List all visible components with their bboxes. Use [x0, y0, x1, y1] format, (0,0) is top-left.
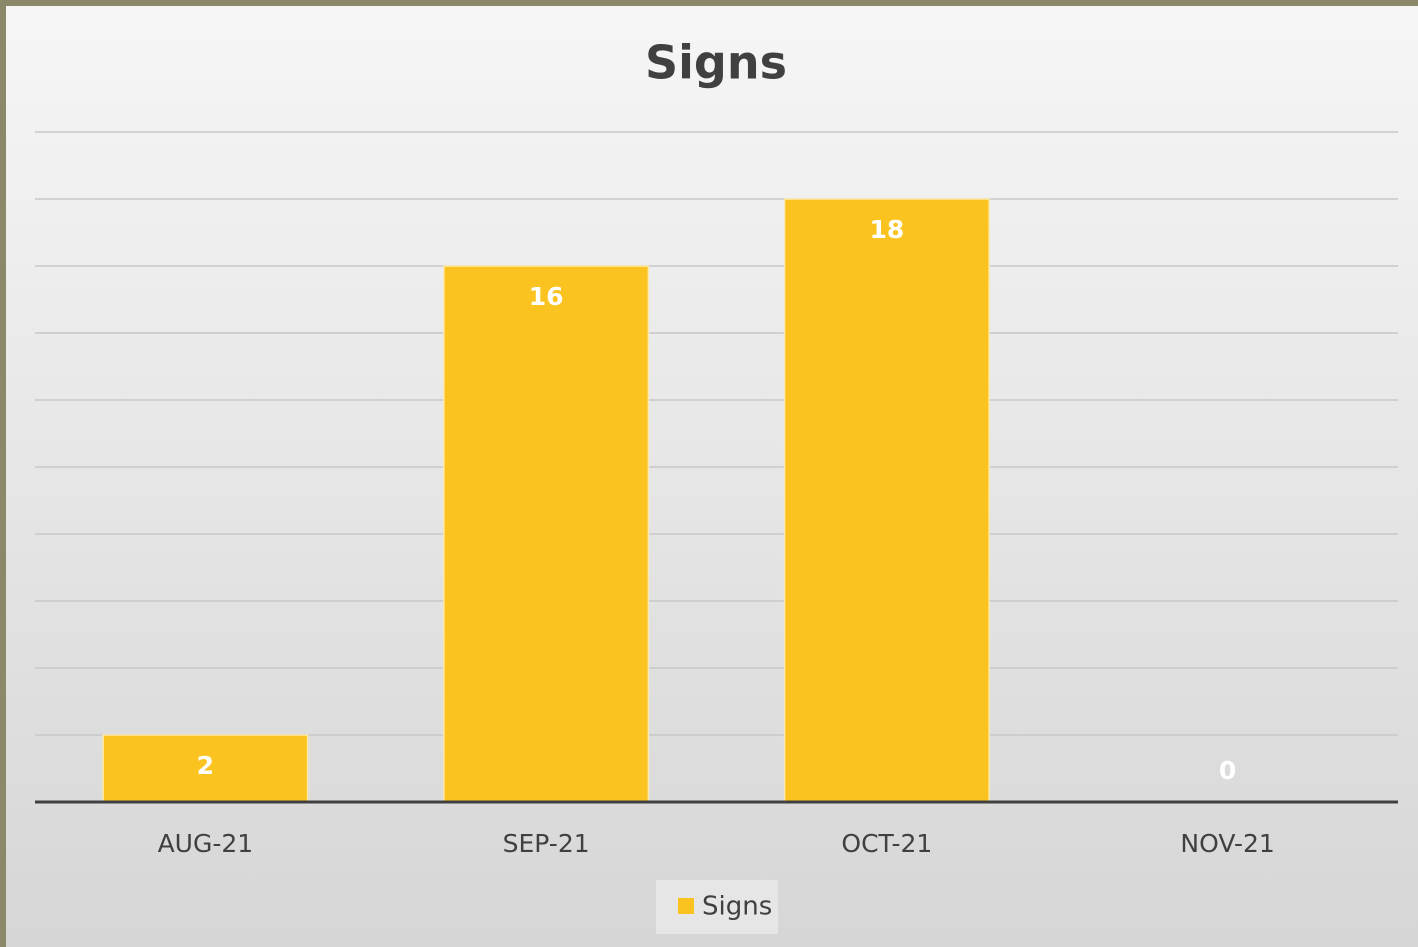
data-label: 16 [529, 282, 564, 311]
chart-background [6, 6, 1418, 947]
data-label: 0 [1219, 756, 1236, 785]
page: Signs AUG-21 SEP-21 OCT-21 NOV-21 2 16 18 0 Sign… [0, 0, 1418, 947]
legend-swatch [678, 898, 694, 914]
chart-title: Signs [645, 36, 787, 90]
legend-label: Signs [702, 892, 772, 922]
bar [444, 266, 648, 802]
data-label: 18 [869, 215, 904, 244]
x-tick-label: NOV-21 [1180, 829, 1274, 858]
chart: Signs AUG-21 SEP-21 OCT-21 NOV-21 2 16 18 0 Sign… [0, 0, 1418, 947]
x-tick-label: SEP-21 [503, 829, 590, 858]
x-tick-label: AUG-21 [158, 829, 254, 858]
x-tick-label: OCT-21 [841, 829, 932, 858]
data-label: 2 [197, 751, 214, 780]
bar [785, 199, 989, 802]
